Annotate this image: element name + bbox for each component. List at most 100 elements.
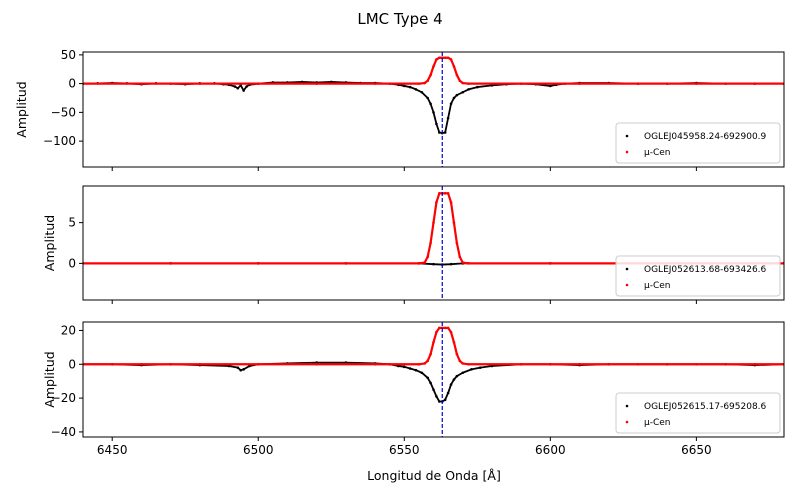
data-point xyxy=(417,82,421,85)
legend-label: μ-Cen xyxy=(644,281,671,291)
data-point xyxy=(140,362,143,366)
data-point xyxy=(402,365,406,369)
data-point xyxy=(420,90,424,94)
data-point xyxy=(452,65,456,68)
y-tick-label: 0 xyxy=(68,77,76,91)
data-point xyxy=(578,362,581,366)
legend-label: OGLEJ052613.68-693426.6 xyxy=(644,265,767,275)
legend-marker xyxy=(625,267,629,271)
series-line xyxy=(83,56,784,85)
series-2 xyxy=(83,326,784,366)
panels: 5 0 0 −50 −100 Amplitud OGLEJ045958.24-692900.… xyxy=(14,48,785,457)
legend-label: μ-Cen xyxy=(644,148,671,158)
x-tick-label: 6600 xyxy=(535,443,566,457)
data-point xyxy=(344,262,348,265)
y-tick-label: 0 xyxy=(68,357,76,371)
axes-frame xyxy=(82,321,785,438)
data-point xyxy=(446,116,450,120)
data-point xyxy=(402,84,406,88)
data-point xyxy=(233,85,237,88)
data-point xyxy=(423,81,427,85)
data-point xyxy=(432,388,435,391)
data-point xyxy=(426,376,429,380)
data-point xyxy=(470,368,473,371)
data-point xyxy=(519,82,523,85)
data-point xyxy=(449,383,453,386)
data-point xyxy=(549,84,552,88)
data-point xyxy=(458,79,462,83)
data-point xyxy=(449,58,453,61)
data-point xyxy=(420,371,424,375)
data-point xyxy=(458,359,462,363)
data-point xyxy=(440,56,444,60)
data-point xyxy=(438,192,441,195)
data-point xyxy=(461,371,465,375)
plot-area xyxy=(83,192,784,266)
data-point xyxy=(753,362,757,366)
x-axis-label: Longitud de Onda [Å] xyxy=(367,468,501,483)
legend-marker xyxy=(625,283,629,287)
data-point xyxy=(435,58,438,61)
data-point xyxy=(315,82,318,85)
data-point xyxy=(578,82,581,85)
data-point xyxy=(753,82,757,85)
data-point xyxy=(443,398,447,402)
axes-frame xyxy=(82,51,785,168)
data-point xyxy=(256,362,260,366)
data-point xyxy=(426,255,429,259)
legend: OGLEJ045958.24-692900.9 μ-Cen xyxy=(615,122,781,164)
data-point xyxy=(449,262,453,266)
data-point xyxy=(423,362,427,365)
panel-2: 5 0 Amplitud OGLEJ052613.68-693426.6 μ-Cen xyxy=(42,185,785,304)
data-point xyxy=(435,395,438,398)
data-point xyxy=(455,241,459,245)
y-tick-label: −50 xyxy=(51,105,76,119)
data-point xyxy=(478,366,482,369)
x-tick-label: 6550 xyxy=(389,443,420,457)
data-point xyxy=(467,262,470,265)
data-point xyxy=(443,192,447,195)
data-point xyxy=(449,330,453,334)
series-line xyxy=(83,326,784,366)
data-point xyxy=(432,340,435,344)
data-point xyxy=(443,326,447,330)
data-point xyxy=(140,82,143,85)
data-point xyxy=(414,88,418,91)
data-point xyxy=(408,85,412,89)
data-point xyxy=(242,89,245,92)
legend-label: OGLEJ052615.17-695208.6 xyxy=(644,402,767,412)
data-point xyxy=(417,262,421,265)
data-point xyxy=(198,362,202,366)
data-point xyxy=(373,82,377,85)
data-point xyxy=(467,362,470,366)
data-point xyxy=(461,81,465,85)
data-point xyxy=(373,362,377,366)
data-point xyxy=(446,56,450,60)
y-tick-label: −100 xyxy=(43,134,76,148)
x-tick-label: 6500 xyxy=(243,443,274,457)
data-point xyxy=(452,340,456,344)
y-axis-label: Amplitud xyxy=(42,215,57,271)
legend: OGLEJ052613.68-693426.6 μ-Cen xyxy=(615,255,781,297)
y-tick-label: −20 xyxy=(51,391,76,405)
y-tick-label: −40 xyxy=(51,425,76,439)
data-point xyxy=(461,261,465,264)
panel-1: 50 0 −50 −100 Amplitud OGLEJ045958.24-692900.… xyxy=(14,48,785,171)
data-point xyxy=(242,368,245,371)
plot-area xyxy=(83,56,784,135)
data-point xyxy=(426,96,429,100)
data-point xyxy=(519,362,523,366)
data-point xyxy=(452,96,456,100)
legend: OGLEJ052615.17-695208.6 μ-Cen xyxy=(615,392,781,434)
data-point xyxy=(438,400,441,403)
y-tick-label: 5 xyxy=(68,216,76,230)
legend-label: OGLEJ045958.24-692900.9 xyxy=(644,132,767,142)
data-point xyxy=(449,102,453,106)
plot-area xyxy=(83,326,784,403)
data-point xyxy=(408,367,412,370)
data-point xyxy=(236,86,240,90)
data-point xyxy=(476,85,479,89)
data-point xyxy=(467,82,470,85)
data-point xyxy=(455,93,459,97)
